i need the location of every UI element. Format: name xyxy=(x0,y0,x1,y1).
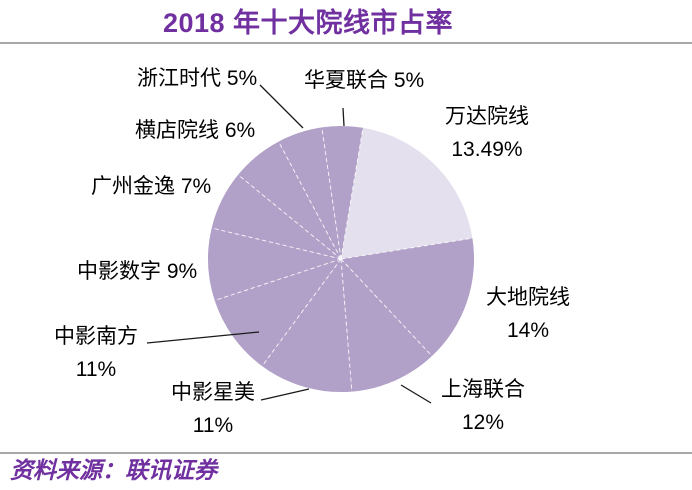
pie-label: 大地院线 14% xyxy=(468,281,588,347)
pie-slice xyxy=(208,228,341,301)
source-note: 资料来源：联讯证券 xyxy=(10,458,217,483)
pie-slice xyxy=(341,127,473,259)
pie-slice xyxy=(341,238,475,356)
pie-label-line: 广州金逸 7% xyxy=(91,175,212,198)
pie-label: 万达院线 13.49% xyxy=(427,100,547,166)
pie-label: 中影南方 11% xyxy=(36,320,156,386)
pie-label: 华夏联合 5% xyxy=(304,68,474,94)
pie-label: 横店院线 6% xyxy=(135,118,305,144)
pie-label-line: 12% xyxy=(461,411,505,434)
pie-slice xyxy=(341,259,432,392)
slice-divider-line xyxy=(278,141,342,260)
pie-label-line: 中影数字 9% xyxy=(77,260,198,283)
slice-divider-line xyxy=(214,258,342,301)
slice-divider-line xyxy=(237,174,342,260)
pie-label-line: 中影南方 xyxy=(54,325,138,348)
pie-slice xyxy=(211,174,341,259)
label-leader-line xyxy=(342,107,345,127)
footer-rule xyxy=(0,452,692,454)
pie-label-line: 华夏联合 5% xyxy=(304,69,425,92)
pie-label-line: 大地院线 xyxy=(486,286,570,309)
pie-label-line: 上海联合 xyxy=(441,378,525,401)
pie-label-line: 11% xyxy=(192,414,234,437)
label-leader-line xyxy=(259,84,304,129)
pie-label-line: 13.49% xyxy=(451,138,523,161)
pie-label: 广州金逸 7% xyxy=(91,174,261,200)
pie-slice xyxy=(214,259,341,367)
pie-label: 浙江时代 5% xyxy=(137,66,307,92)
slice-divider-line xyxy=(321,127,342,260)
pie-label-line: 横店院线 6% xyxy=(135,119,256,142)
slice-divider-line xyxy=(340,127,364,260)
label-leader-line xyxy=(146,331,260,344)
pie-label: 上海联合 12% xyxy=(423,373,543,439)
pie-slice xyxy=(278,127,341,260)
pie-label-line: 中影星美 xyxy=(171,381,255,404)
pie-slice xyxy=(262,259,352,393)
pie-label: 中影星美 11% xyxy=(153,376,273,442)
pie-slice xyxy=(321,125,363,260)
slice-divider-line xyxy=(340,258,353,392)
label-leader-line xyxy=(260,388,310,401)
slice-divider-line xyxy=(211,227,342,260)
pie-label-line: 11% xyxy=(75,358,117,381)
label-leader-line xyxy=(400,384,432,404)
pie-slice xyxy=(238,141,341,259)
chart-title: 2018 年十大院线市占率 xyxy=(162,8,454,38)
pie-label-line: 浙江时代 5% xyxy=(137,67,258,90)
pie-label-line: 万达院线 xyxy=(445,105,529,128)
pie-label: 中影数字 9% xyxy=(77,259,247,285)
slice-divider-line xyxy=(340,258,433,357)
slice-divider-line xyxy=(340,237,473,260)
pie-label-line: 14% xyxy=(506,319,550,342)
header-rule xyxy=(0,42,692,44)
slice-divider-line xyxy=(261,258,342,367)
